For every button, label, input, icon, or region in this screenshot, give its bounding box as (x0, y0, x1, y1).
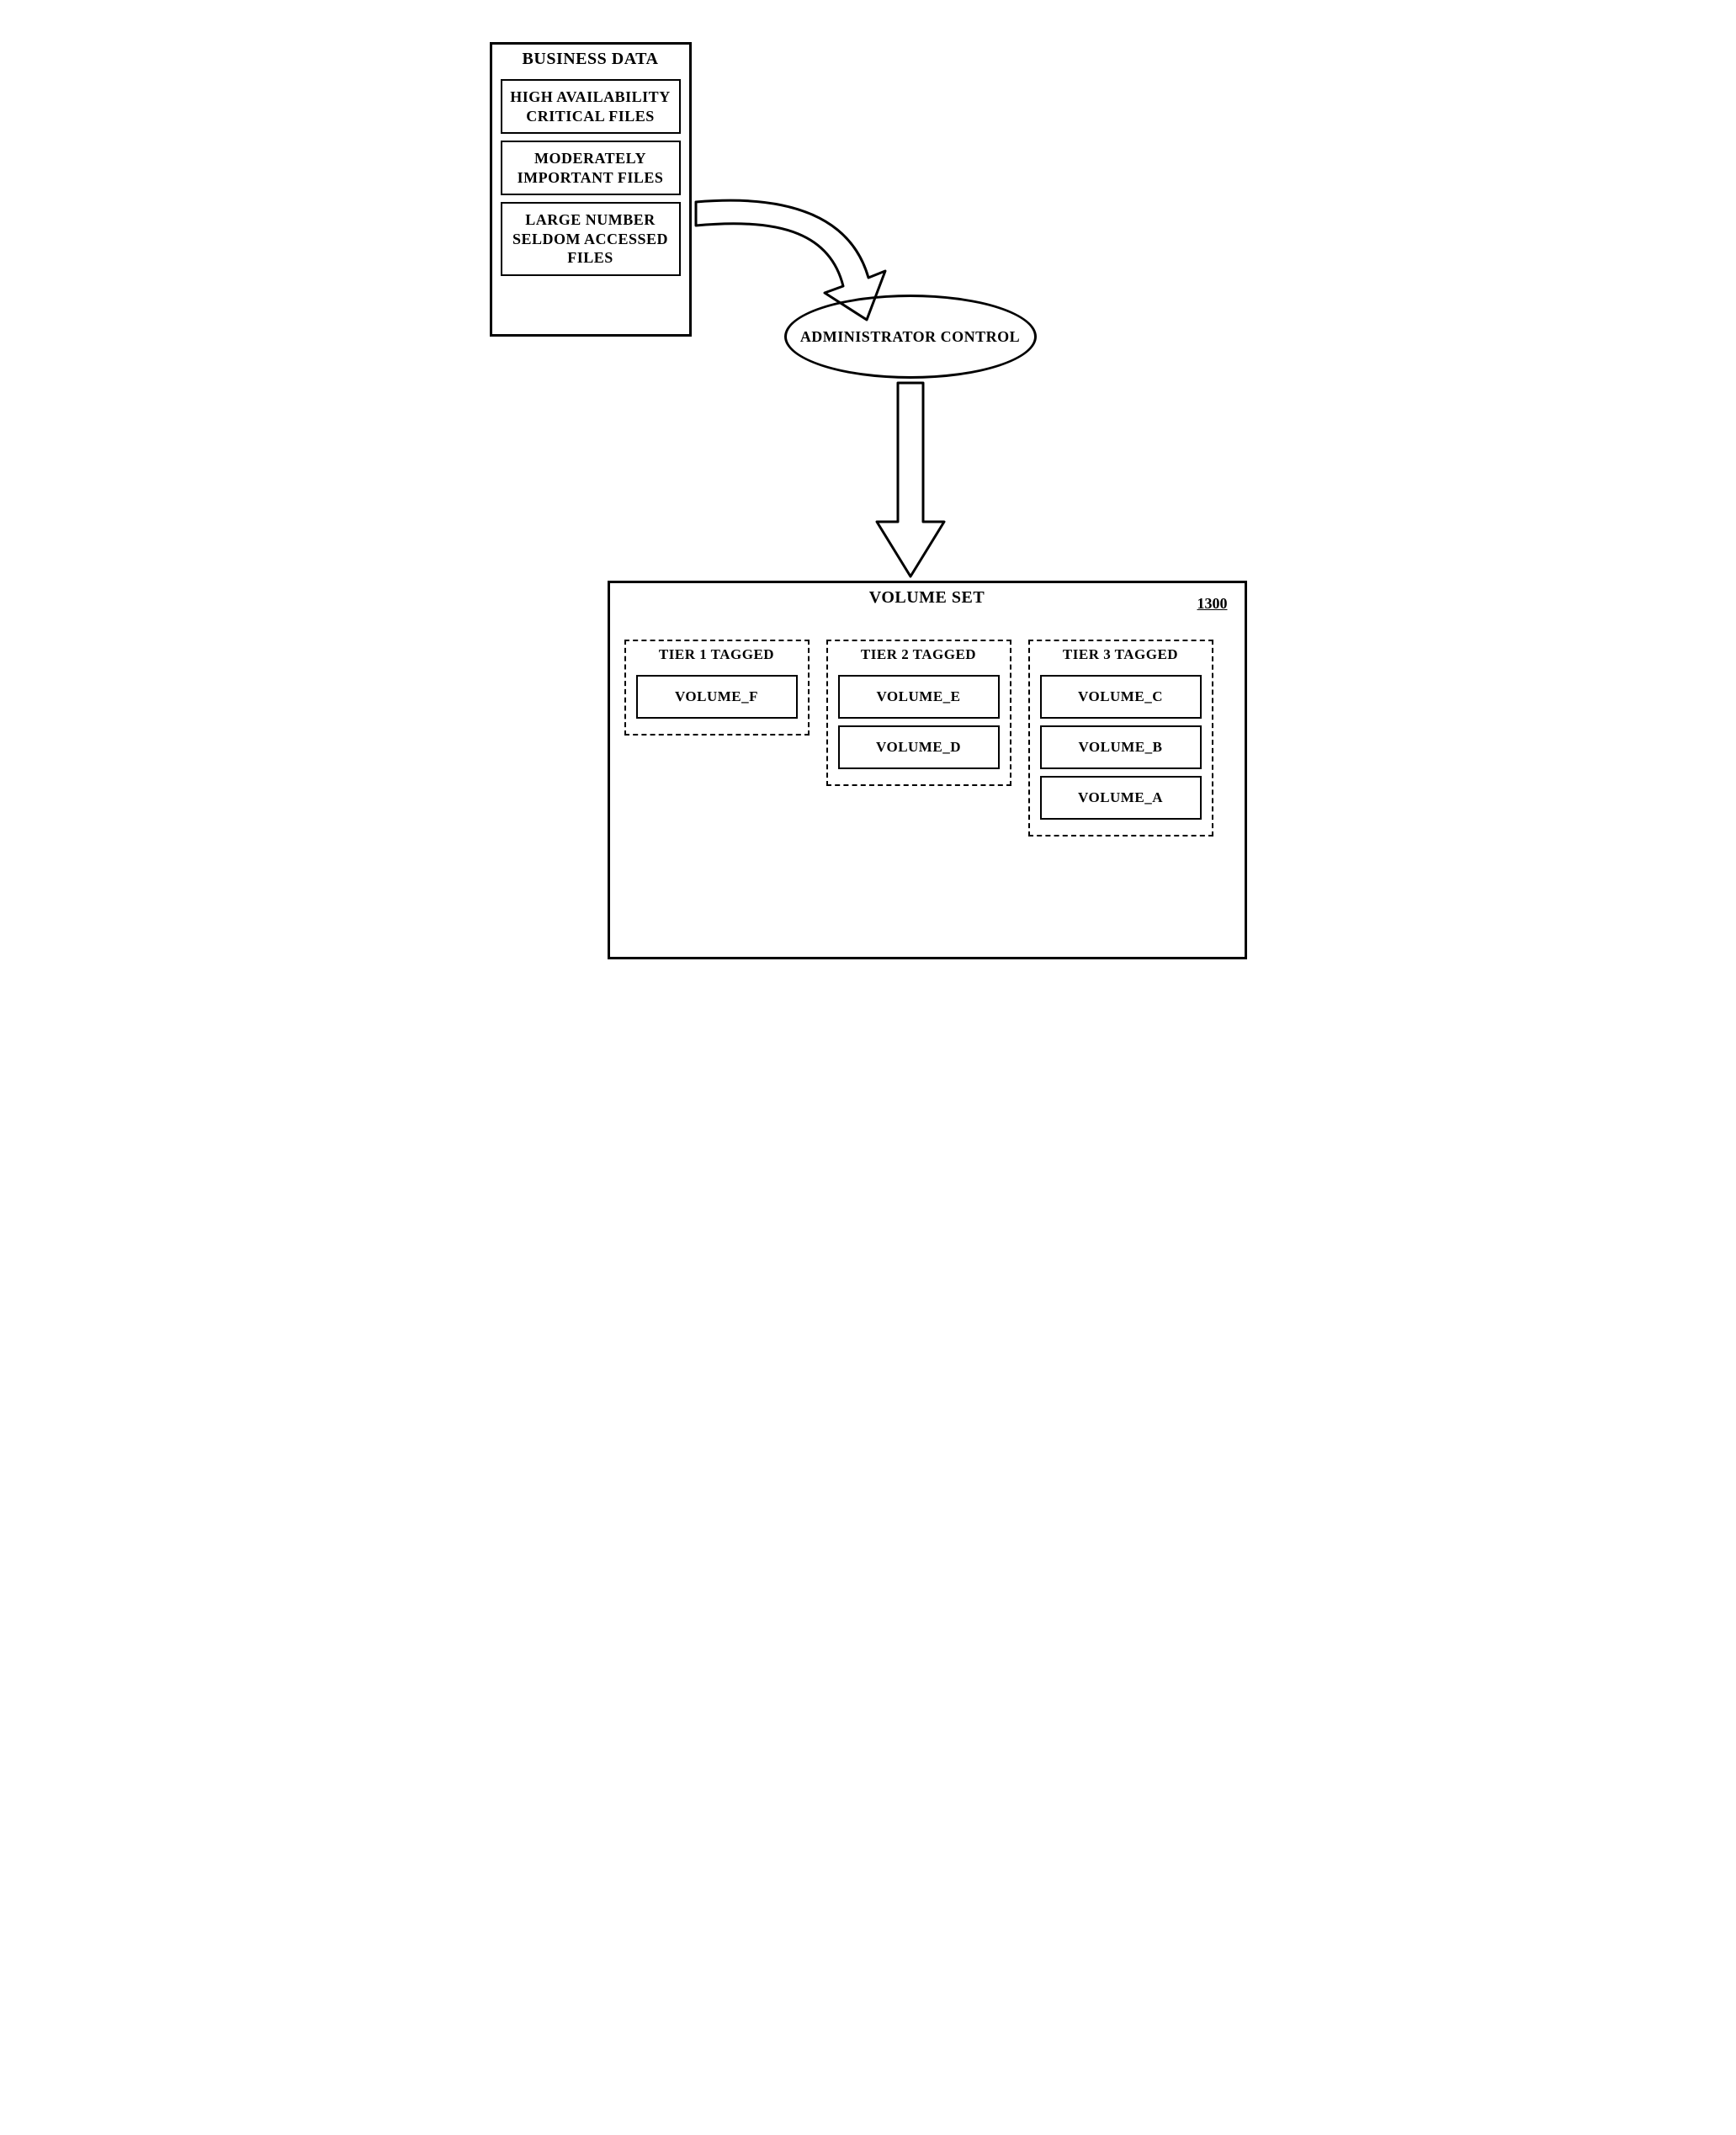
business-data-title: BUSINESS DATA (492, 45, 689, 72)
admin-control-label: ADMINISTRATOR CONTROL (800, 328, 1020, 346)
volume-a: VOLUME_A (1040, 776, 1202, 820)
admin-control-ellipse: ADMINISTRATOR CONTROL (784, 295, 1037, 379)
business-data-box: BUSINESS DATA HIGH AVAILABILITY CRITICAL… (490, 42, 692, 337)
volume-set-title: VOLUME SET (610, 583, 1245, 611)
tier3-group: TIER 3 TAGGED VOLUME_C VOLUME_B VOLUME_A (1028, 640, 1213, 836)
business-item-high: HIGH AVAILABILITY CRITICAL FILES (501, 79, 681, 134)
tier1-label: TIER 1 TAGGED (633, 645, 801, 668)
diagram-canvas: BUSINESS DATA HIGH AVAILABILITY CRITICAL… (456, 34, 1281, 1044)
business-item-seldom: LARGE NUMBER SELDOM ACCESSED FILES (501, 202, 681, 276)
tier3-label: TIER 3 TAGGED (1037, 645, 1205, 668)
volume-e: VOLUME_E (838, 675, 1000, 719)
business-item-moderate: MODERATELY IMPORTANT FILES (501, 141, 681, 195)
volume-c: VOLUME_C (1040, 675, 1202, 719)
volume-d: VOLUME_D (838, 725, 1000, 769)
volume-b: VOLUME_B (1040, 725, 1202, 769)
tier2-group: TIER 2 TAGGED VOLUME_E VOLUME_D (826, 640, 1011, 786)
tier2-label: TIER 2 TAGGED (835, 645, 1003, 668)
volume-f: VOLUME_F (636, 675, 798, 719)
volume-set-ref: 1300 (1197, 595, 1228, 613)
tier1-group: TIER 1 TAGGED VOLUME_F (624, 640, 810, 736)
arrow-admin-to-volumeset (860, 379, 961, 581)
